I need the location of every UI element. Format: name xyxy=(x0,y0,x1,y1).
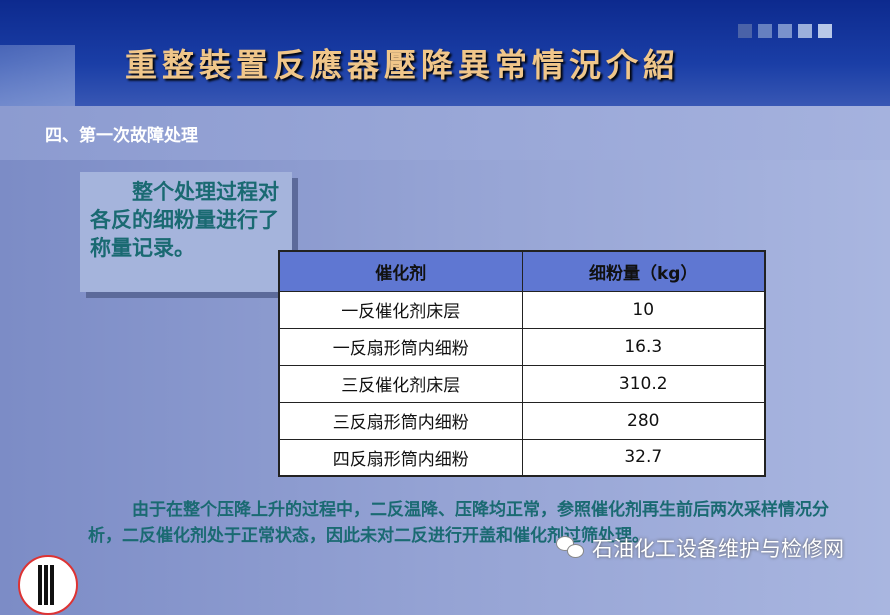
catalyst-cell: 一反扇形筒内细粉 xyxy=(278,327,523,366)
watermark-text: 石油化工设备维护与检修网 xyxy=(592,537,844,561)
slide-header: 重整裝置反應器壓降異常情況介紹 xyxy=(0,0,890,106)
table-header-row: 催化剂 细粉量（kg） xyxy=(278,250,766,292)
square-icon xyxy=(798,24,812,38)
fines-amount-cell: 10 xyxy=(521,290,766,329)
catalyst-cell: 四反扇形筒内细粉 xyxy=(278,438,523,477)
section-title: 四、第一次故障处理 xyxy=(45,126,198,146)
wechat-icon xyxy=(556,536,586,560)
column-header: 催化剂 xyxy=(278,250,523,292)
column-header: 细粉量（kg） xyxy=(521,250,766,292)
table-row: 一反催化剂床层 10 xyxy=(278,290,766,329)
catalyst-cell: 三反扇形筒内细粉 xyxy=(278,401,523,440)
fines-amount-cell: 310.2 xyxy=(521,364,766,403)
watermark: 石油化工设备维护与检修网 xyxy=(556,533,844,563)
subheader-band xyxy=(0,106,890,160)
square-icon xyxy=(818,24,832,38)
fines-amount-cell: 32.7 xyxy=(521,438,766,477)
company-logo xyxy=(18,555,78,615)
catalyst-cell: 三反催化剂床层 xyxy=(278,364,523,403)
callout-box: 整个处理过程对各反的细粉量进行了称量记录。 xyxy=(80,172,292,292)
table-row: 一反扇形筒内细粉 16.3 xyxy=(278,327,766,366)
square-icon xyxy=(778,24,792,38)
slide-title: 重整裝置反應器壓降異常情況介紹 xyxy=(125,46,681,84)
table-row: 四反扇形筒内细粉 32.7 xyxy=(278,438,766,477)
square-icon xyxy=(758,24,772,38)
table-row: 三反扇形筒内细粉 280 xyxy=(278,401,766,440)
decorative-wedge xyxy=(0,45,75,106)
decorative-squares xyxy=(738,24,832,38)
catalyst-cell: 一反催化剂床层 xyxy=(278,290,523,329)
table-row: 三反催化剂床层 310.2 xyxy=(278,364,766,403)
fines-amount-cell: 280 xyxy=(521,401,766,440)
square-icon xyxy=(738,24,752,38)
fines-table: 催化剂 细粉量（kg） 一反催化剂床层 10 一反扇形筒内细粉 16.3 三反催化剂床层… xyxy=(278,250,766,477)
summary-text: 由于在整个压降上升的过程中，二反温降、压降均正常，参照催化剂再生前后两次采样情况… xyxy=(88,500,829,546)
fines-amount-cell: 16.3 xyxy=(521,327,766,366)
